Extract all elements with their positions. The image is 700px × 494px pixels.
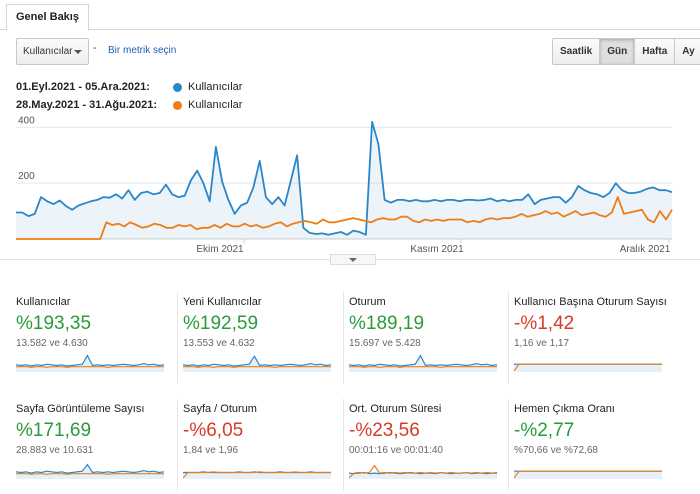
sparkline-area (183, 356, 331, 372)
metric-card-comparison: 00:01:16 ve 00:01:40 (349, 445, 443, 456)
card-divider (508, 399, 509, 491)
metric-card[interactable]: Hemen Çıkma Oranı -%2,77 %70,66 ve %72,68 (508, 399, 674, 494)
main-line-chart[interactable]: 400 200 Ekim 2021 Kasım 2021 Aralık 2021 (0, 115, 700, 255)
sparkline-chart (183, 355, 331, 372)
metric-card[interactable]: Sayfa / Oturum -%6,05 1,84 ve 1,96 (177, 399, 343, 494)
sparkline-area (183, 471, 331, 479)
tab-overview[interactable]: Genel Bakış (6, 4, 89, 31)
sparkline-area (349, 355, 497, 372)
metric-card-title: Ort. Oturum Süresi (349, 403, 442, 415)
metric-separator: - (93, 42, 97, 54)
metric-card-comparison: 13.553 ve 4.632 (183, 338, 255, 349)
series-area (16, 121, 672, 239)
sparkline-orange-series (16, 366, 164, 368)
granularity-month-button[interactable]: Ay (675, 39, 700, 64)
y-tick-label: 200 (18, 171, 35, 182)
x-tick-label: Aralık 2021 (620, 244, 671, 255)
metric-card-change: -%1,42 (514, 313, 575, 334)
granularity-week-button[interactable]: Hafta (635, 39, 676, 64)
metric-card-comparison: 1,16 ve 1,17 (514, 338, 570, 349)
granularity-toggle: Saatlik Gün Hafta Ay (552, 38, 700, 65)
metric-card-title: Oturum (349, 296, 386, 308)
metric-card[interactable]: Oturum %189,19 15.697 ve 5.428 (343, 292, 509, 388)
collapse-chart-button[interactable] (330, 254, 376, 265)
sparkline-area (349, 472, 497, 479)
tab-bar: Genel Bakış (0, 0, 700, 31)
metric-card[interactable]: Ort. Oturum Süresi -%23,56 00:01:16 ve 00:… (343, 399, 509, 494)
sparkline-orange-series (349, 464, 497, 479)
sparkline-orange-series (349, 366, 497, 368)
metric-card-title: Kullanıcılar (16, 296, 71, 308)
sparkline-chart (349, 464, 497, 479)
series-line (16, 196, 673, 240)
sparkline-orange-series (183, 366, 331, 368)
metric-card-title: Hemen Çıkma Oranı (514, 403, 615, 415)
caret-down-icon (349, 258, 357, 262)
metric-card-change: %192,59 (183, 313, 259, 334)
legend-dot-icon (173, 101, 182, 110)
metric-card-comparison: 28.883 ve 10.631 (16, 445, 94, 456)
metric-card-change: %193,35 (16, 313, 92, 334)
granularity-hourly-button[interactable]: Saatlik (553, 39, 601, 64)
metric-card-change: -%23,56 (349, 420, 420, 441)
metric-card-title: Sayfa Görüntüleme Sayısı (16, 403, 145, 415)
sparkline-orange-series (514, 470, 662, 479)
chevron-down-icon (74, 50, 82, 54)
sparkline-chart (514, 470, 662, 479)
metric-card[interactable]: Kullanıcı Başına Oturum Sayısı -%1,42 1,16… (508, 292, 674, 388)
sparkline-chart (16, 354, 164, 372)
sparkline-area (16, 355, 164, 372)
metric-card[interactable]: Kullanıcılar %193,35 13.582 ve 4.630 (16, 296, 176, 388)
card-divider (177, 292, 178, 384)
legend-previous-period: 28.May.2021 - 31.Ağu.2021: Kullanıcılar (16, 99, 242, 111)
card-divider (508, 292, 509, 384)
metric-select[interactable]: Kullanıcılar (16, 38, 89, 65)
metric-card-comparison: %70,66 ve %72,68 (514, 445, 598, 456)
legend-dot-icon (173, 83, 182, 92)
metric-card-comparison: 15.697 ve 5.428 (349, 338, 421, 349)
sparkline-chart (514, 363, 662, 372)
sparkline-chart (16, 463, 164, 479)
x-tick-label: Ekim 2021 (196, 244, 244, 255)
legend-current-period: 01.Eyl.2021 - 05.Ara.2021: Kullanıcılar (16, 81, 242, 93)
granularity-day-button[interactable]: Gün (600, 39, 636, 64)
metric-card-title: Sayfa / Oturum (183, 403, 257, 415)
card-divider (343, 292, 344, 384)
metric-card-title: Kullanıcı Başına Oturum Sayısı (514, 296, 667, 308)
sparkline-orange-series (16, 473, 164, 475)
metric-card-change: %171,69 (16, 420, 92, 441)
sparkline-chart (349, 354, 497, 372)
metric-card-comparison: 13.582 ve 4.630 (16, 338, 88, 349)
series-line (16, 120, 673, 236)
metric-card[interactable]: Yeni Kullanıcılar %192,59 13.553 ve 4.632 (177, 292, 343, 388)
legend-metric: Kullanıcılar (188, 99, 243, 111)
card-divider (177, 399, 178, 491)
metric-card-comparison: 1,84 ve 1,96 (183, 445, 239, 456)
legend-metric: Kullanıcılar (188, 81, 243, 93)
y-tick-label: 400 (18, 115, 35, 126)
sparkline-blue-series (349, 354, 497, 367)
sparkline-blue-series (16, 354, 164, 367)
sparkline-area (514, 471, 662, 479)
card-divider (343, 399, 344, 491)
add-metric-link[interactable]: Bir metrik seçin (108, 45, 177, 56)
legend-range: 01.Eyl.2021 - 05.Ara.2021: (16, 81, 150, 93)
sparkline-area (514, 364, 662, 372)
sparkline-orange-series (514, 363, 662, 372)
metric-card-change: -%2,77 (514, 420, 575, 441)
metric-select-value: Kullanıcılar (23, 46, 73, 57)
sparkline-blue-series (16, 463, 164, 474)
x-tick-label: Kasım 2021 (410, 244, 464, 255)
legend-range: 28.May.2021 - 31.Ağu.2021: (16, 99, 158, 111)
sparkline-chart (183, 471, 331, 479)
metric-card-title: Yeni Kullanıcılar (183, 296, 262, 308)
metric-card[interactable]: Sayfa Görüntüleme Sayısı %171,69 28.883 ve… (16, 403, 176, 494)
metric-card-change: -%6,05 (183, 420, 244, 441)
sparkline-orange-series (183, 471, 331, 479)
metric-card-change: %189,19 (349, 313, 425, 334)
sparkline-area (16, 464, 164, 479)
sparkline-blue-series (183, 355, 331, 367)
